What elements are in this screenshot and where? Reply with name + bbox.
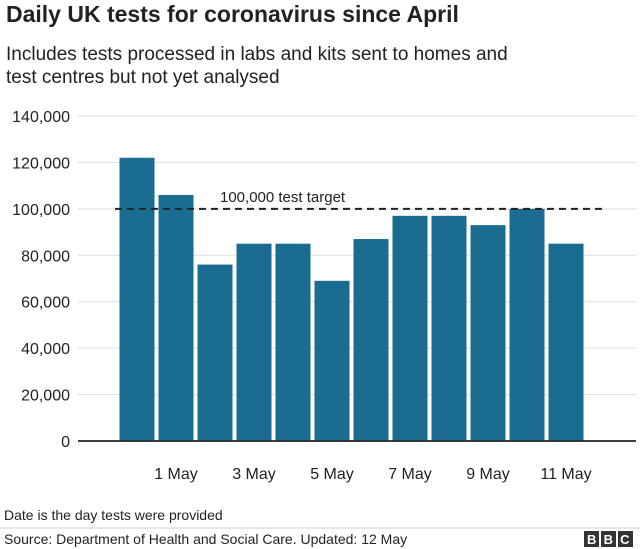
x-tick-label: 7 May	[388, 466, 432, 483]
logo-box	[618, 531, 633, 547]
bar	[314, 280, 350, 441]
chart-subtitle: test centres but not yet analysed	[6, 67, 280, 88]
bar	[197, 264, 233, 441]
bar	[275, 243, 311, 441]
bar	[548, 243, 584, 441]
bar	[431, 215, 467, 441]
bar	[236, 243, 272, 441]
logo-box	[601, 531, 616, 547]
bar	[158, 194, 194, 441]
y-tick-label: 140,000	[12, 109, 70, 126]
source: Source: Department of Health and Social …	[4, 531, 407, 547]
chart-subtitle: Includes tests processed in labs and kit…	[6, 44, 508, 65]
target-label: 100,000 test target	[220, 189, 346, 206]
y-tick-label: 60,000	[21, 295, 70, 312]
x-tick-label: 11 May	[540, 466, 591, 483]
bar	[119, 157, 155, 442]
chart-title: Daily UK tests for coronavirus since Apr…	[6, 1, 459, 27]
bar	[509, 208, 545, 441]
y-tick-label: 100,000	[12, 202, 70, 219]
x-tick-label: 3 May	[232, 466, 276, 483]
x-tick-label: 1 May	[154, 466, 198, 483]
bar	[392, 215, 428, 441]
logo-box	[584, 531, 599, 547]
note: Date is the day tests were provided	[4, 507, 223, 523]
bar	[470, 225, 506, 441]
logo-text: BBC	[587, 532, 637, 547]
y-tick-label: 120,000	[12, 155, 70, 172]
y-tick-label: 40,000	[21, 341, 70, 358]
y-tick-label: 80,000	[21, 248, 70, 265]
y-tick-label: 20,000	[21, 388, 70, 405]
x-tick-label: 9 May	[466, 466, 510, 483]
y-tick-label: 0	[61, 434, 70, 451]
bar	[353, 239, 389, 441]
x-tick-label: 5 May	[310, 466, 354, 483]
logo: BBC	[584, 531, 637, 547]
